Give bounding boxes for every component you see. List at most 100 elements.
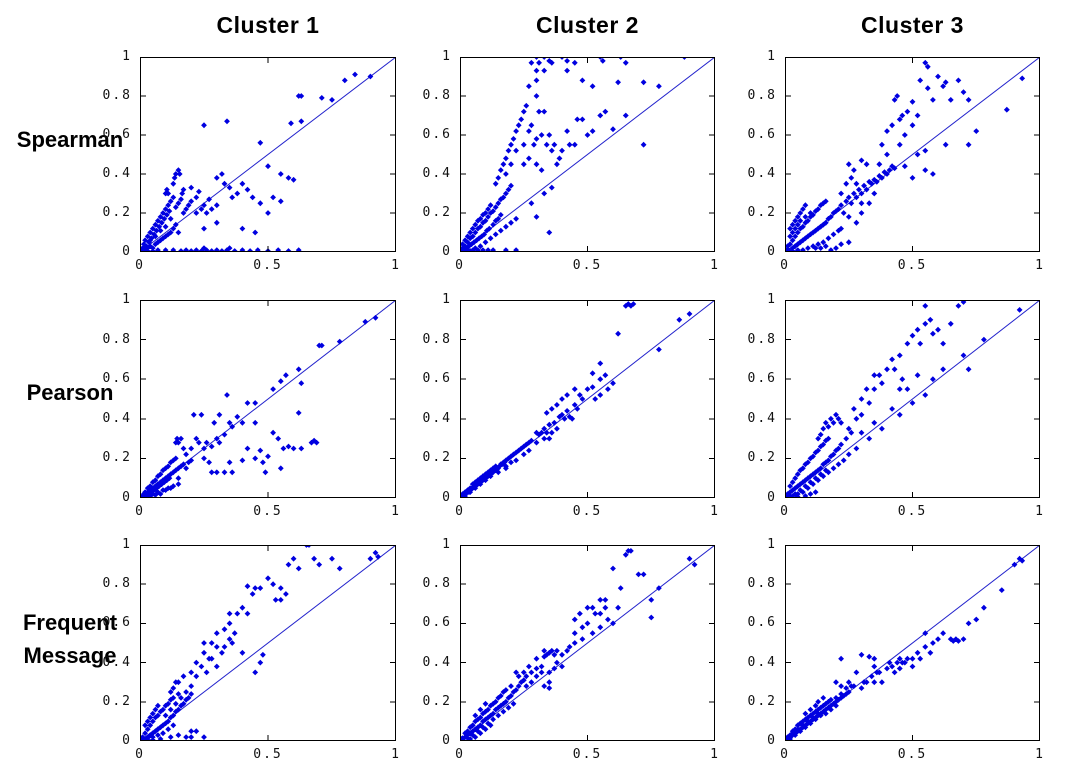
diagonal-reference-line [460, 545, 715, 741]
y-tick-label: 0.8 [747, 331, 777, 347]
y-tick-label: 0.8 [747, 576, 777, 592]
data-points [460, 57, 688, 252]
y-tick-label: 0.8 [102, 576, 132, 592]
y-tick-label: 0.6 [102, 127, 132, 142]
data-points [140, 545, 381, 741]
y-tick-label: 0.8 [102, 88, 132, 103]
y-tick-label: 0 [122, 733, 132, 748]
y-tick-label: 0.4 [422, 654, 452, 670]
scatter-plot-spearman-cluster2 [460, 57, 715, 252]
x-tick-label: 1 [1035, 747, 1045, 762]
y-tick-label: 0.6 [747, 371, 777, 387]
row-title-message-line: Message [23, 643, 117, 668]
axis-box [140, 57, 396, 252]
y-tick-label: 0 [767, 244, 777, 259]
y-tick-label: 0.2 [422, 450, 452, 466]
x-tick-label: 0 [780, 747, 790, 762]
y-tick-label: 0 [442, 733, 452, 748]
x-tick-label: 0 [455, 504, 465, 519]
data-points [785, 300, 1023, 498]
x-tick-label: 0 [780, 258, 790, 273]
scatter-canvas [460, 545, 715, 741]
y-tick-label: 1 [767, 292, 777, 307]
axis-box [460, 545, 715, 741]
y-tick-label: 0.6 [422, 615, 452, 631]
row-title-pearson-text: Pearson [26, 380, 114, 405]
scatter-plot-pearson-cluster2 [460, 300, 715, 498]
y-tick-label: 1 [767, 49, 777, 64]
scatter-canvas [785, 545, 1040, 741]
x-tick-label: 0.5 [897, 747, 928, 762]
tick-marks [140, 300, 396, 498]
tick-marks [460, 300, 715, 498]
y-tick-label: 0.6 [747, 615, 777, 631]
y-tick-label: 1 [122, 49, 132, 64]
x-tick-label: 0 [455, 747, 465, 762]
x-tick-label: 0.5 [572, 747, 603, 762]
scatter-plot-frequentmessage-cluster1 [140, 545, 396, 741]
y-tick-label: 0.4 [102, 166, 132, 181]
y-tick-label: 0.8 [422, 331, 452, 347]
scatter-plot-spearman-cluster3 [785, 57, 1040, 252]
diagonal-reference-line [140, 57, 396, 252]
y-tick-label: 0.4 [747, 410, 777, 426]
x-tick-label: 0 [135, 504, 145, 519]
x-tick-label: 0.5 [253, 258, 283, 273]
scatter-canvas [140, 57, 396, 252]
scatter-canvas [140, 545, 396, 741]
column-title-cluster1: Cluster 1 [216, 12, 320, 38]
scatter-plot-pearson-cluster1 [140, 300, 396, 498]
y-tick-label: 0.2 [422, 693, 452, 709]
x-tick-label: 1 [391, 747, 401, 762]
x-tick-label: 1 [1035, 504, 1045, 519]
x-tick-label: 0.5 [897, 504, 928, 519]
y-tick-label: 0.6 [422, 127, 452, 142]
y-tick-label: 0.8 [747, 88, 777, 103]
x-tick-label: 1 [1035, 258, 1045, 273]
y-tick-label: 0.8 [422, 88, 452, 103]
x-tick-label: 0.5 [897, 258, 928, 273]
data-points [140, 71, 374, 252]
y-tick-label: 0.2 [747, 450, 777, 466]
scatter-canvas [460, 57, 715, 252]
y-tick-label: 0.4 [102, 654, 132, 670]
y-tick-label: 1 [442, 49, 452, 64]
x-tick-label: 0.5 [253, 504, 283, 519]
y-tick-label: 0 [442, 490, 452, 505]
y-tick-label: 1 [122, 537, 132, 552]
y-tick-label: 0 [767, 490, 777, 505]
scatter-canvas [140, 300, 396, 498]
y-tick-label: 0.2 [422, 205, 452, 220]
x-tick-label: 1 [710, 747, 720, 762]
y-tick-label: 0.2 [747, 693, 777, 709]
scatter-canvas [785, 300, 1040, 498]
y-tick-label: 1 [442, 292, 452, 307]
y-tick-label: 0.4 [422, 410, 452, 426]
y-tick-label: 0 [442, 244, 452, 259]
scatter-canvas [785, 57, 1040, 252]
y-tick-label: 0.6 [422, 371, 452, 387]
scatter-plot-spearman-cluster1 [140, 57, 396, 252]
y-tick-label: 1 [442, 537, 452, 552]
y-tick-label: 0.6 [102, 371, 132, 387]
diagonal-reference-line [140, 545, 396, 741]
x-tick-label: 0 [455, 258, 465, 273]
axis-box [785, 300, 1040, 498]
y-tick-label: 0.4 [102, 410, 132, 426]
y-tick-label: 0.2 [102, 205, 132, 220]
scatter-plot-pearson-cluster3 [785, 300, 1040, 498]
data-points [140, 314, 379, 498]
x-tick-label: 1 [710, 258, 720, 273]
x-tick-label: 0 [135, 258, 145, 273]
row-title-spearman: Spearman [0, 123, 140, 156]
y-tick-label: 0.6 [747, 127, 777, 142]
row-title-spearman-text: Spearman [16, 127, 124, 152]
y-tick-label: 1 [767, 537, 777, 552]
column-title-cluster2: Cluster 2 [536, 12, 639, 38]
y-tick-label: 0.6 [102, 615, 132, 631]
axis-box [140, 545, 396, 741]
y-tick-label: 0.4 [747, 166, 777, 181]
x-tick-label: 0.5 [572, 504, 603, 519]
tick-marks [785, 300, 1040, 498]
